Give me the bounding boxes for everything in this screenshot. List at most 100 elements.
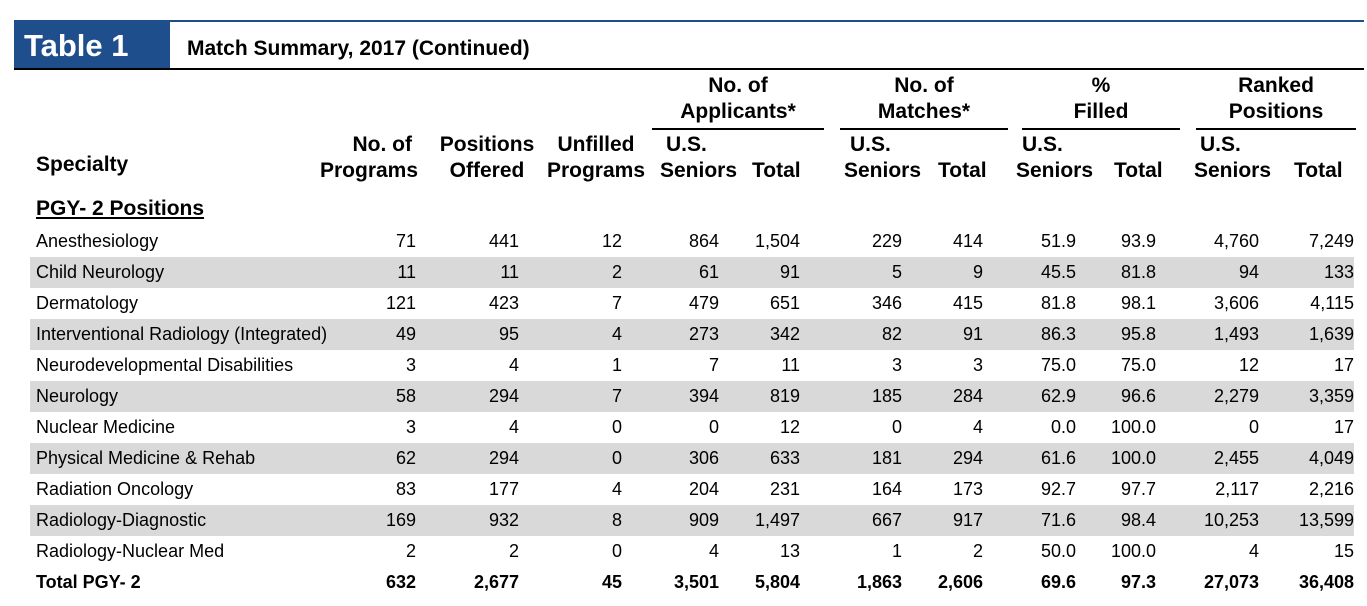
cell-specialty: Nuclear Medicine <box>36 417 176 437</box>
cell-filled-us: 50.0 <box>1040 541 1076 561</box>
cell-ranked-total: 36,408 <box>1259 567 1354 598</box>
cell-filled-us: 0.0 <box>1050 417 1076 437</box>
cell-unfilled: 8 <box>519 505 622 536</box>
cell-matches-us: 82 <box>800 319 902 350</box>
cell-programs: 169 <box>366 505 416 536</box>
header-applicants-seniors: Seniors <box>660 159 738 182</box>
cell-specialty: Child Neurology <box>30 257 366 288</box>
cell-ranked-us: 2,279 <box>1156 381 1259 412</box>
cell-filled-us: 92.7 <box>1040 479 1076 499</box>
cell-ranked-us: 94 <box>1156 257 1259 288</box>
cell-applicants-us: 3,501 <box>622 567 719 598</box>
header-matches-2: Matches* <box>877 100 971 123</box>
cell-applicants-us: 204 <box>688 479 719 499</box>
header-ranked-total: Total <box>1294 159 1343 182</box>
cell-programs: 71 <box>395 231 416 251</box>
cell-ranked-total: 3,359 <box>1259 381 1354 412</box>
header-filled-2: Filled <box>1073 100 1129 123</box>
cell-applicants-total: 342 <box>719 319 800 350</box>
table-title: Match Summary, 2017 (Continued) <box>187 37 530 60</box>
header-programs-1: No. of <box>352 133 412 156</box>
cell-applicants-us: 306 <box>622 443 719 474</box>
cell-ranked-us: 27,073 <box>1156 567 1259 598</box>
cell-matches-us: 3 <box>891 355 902 375</box>
cell-matches-us: 667 <box>800 505 902 536</box>
cell-ranked-total: 4,115 <box>1310 293 1354 313</box>
cell-specialty: Dermatology <box>36 293 139 313</box>
cell-matches-total: 917 <box>902 505 983 536</box>
header-ranked-2: Positions <box>1228 100 1324 123</box>
cell-applicants-total: 5,804 <box>719 567 800 598</box>
cell-specialty: Neurology <box>30 381 366 412</box>
cell-unfilled: 4 <box>519 319 622 350</box>
cell-applicants-us: 7 <box>708 355 719 375</box>
cell-programs: 62 <box>366 443 416 474</box>
cell-matches-total: 414 <box>952 231 983 251</box>
cell-matches-total: 91 <box>902 319 983 350</box>
cell-programs: 83 <box>395 479 416 499</box>
cell-matches-us: 185 <box>800 381 902 412</box>
cell-ranked-total: 2,216 <box>1308 479 1354 499</box>
cell-unfilled: 2 <box>519 257 622 288</box>
cell-programs: 58 <box>366 381 416 412</box>
cell-applicants-us: 864 <box>688 231 719 251</box>
cell-specialty: Anesthesiology <box>36 231 159 251</box>
table-row: Radiology-Diagnostic 169 932 8 909 1,497 667 91… <box>30 505 1354 536</box>
cell-filled-total: 100.0 <box>1110 541 1156 561</box>
cell-matches-total: 4 <box>972 417 983 437</box>
cell-unfilled: 4 <box>611 479 622 499</box>
top-rule <box>14 20 1364 22</box>
cell-filled-us: 71.6 <box>983 505 1076 536</box>
cell-applicants-total: 1,497 <box>719 505 800 536</box>
cell-matches-us: 1,863 <box>800 567 902 598</box>
cell-filled-us: 51.9 <box>1040 231 1076 251</box>
cell-ranked-us: 1,493 <box>1156 319 1259 350</box>
table-row: Neurodevelopmental Disabilities 3 4 1 7 11 3 3 7… <box>30 350 1354 381</box>
cell-filled-total: 100.0 <box>1076 443 1156 474</box>
cell-programs: 49 <box>366 319 416 350</box>
cell-positions: 95 <box>416 319 519 350</box>
cell-unfilled: 0 <box>611 541 622 561</box>
cell-applicants-total: 12 <box>779 417 800 437</box>
cell-matches-us: 346 <box>871 293 902 313</box>
cell-unfilled: 12 <box>601 231 622 251</box>
cell-positions: 177 <box>488 479 519 499</box>
table-row: Radiology-Nuclear Med 2 2 0 4 13 1 2 50.0 100.0 4 1… <box>30 536 1354 567</box>
cell-applicants-us: 273 <box>622 319 719 350</box>
cell-applicants-total: 1,504 <box>754 231 800 251</box>
cell-filled-us: 61.6 <box>983 443 1076 474</box>
cell-filled-total: 95.8 <box>1076 319 1156 350</box>
cell-applicants-total: 633 <box>719 443 800 474</box>
cell-positions: 294 <box>416 443 519 474</box>
cell-applicants-us: 479 <box>688 293 719 313</box>
cell-ranked-total: 4,049 <box>1259 443 1354 474</box>
total-row: Total PGY- 2 632 2,677 45 3,501 5,804 1,863 2,6… <box>30 567 1354 598</box>
cell-positions: 932 <box>416 505 519 536</box>
cell-applicants-us: 0 <box>708 417 719 437</box>
cell-matches-us: 5 <box>800 257 902 288</box>
cell-ranked-total: 133 <box>1259 257 1354 288</box>
cell-unfilled: 45 <box>519 567 622 598</box>
cell-ranked-total: 13,599 <box>1259 505 1354 536</box>
cell-ranked-us: 4 <box>1248 541 1259 561</box>
applicants-rule <box>652 128 824 130</box>
cell-filled-us: 69.6 <box>983 567 1076 598</box>
cell-specialty: Radiation Oncology <box>36 479 194 499</box>
header-ranked-seniors: Seniors <box>1194 159 1272 182</box>
cell-matches-total: 2,606 <box>902 567 983 598</box>
cell-matches-us: 0 <box>891 417 902 437</box>
title-rule <box>14 68 1364 70</box>
cell-positions: 294 <box>416 381 519 412</box>
cell-filled-us: 75.0 <box>1040 355 1076 375</box>
header-applicants-2: Applicants* <box>680 100 796 123</box>
cell-positions: 2,677 <box>416 567 519 598</box>
cell-matches-total: 173 <box>952 479 983 499</box>
table-row: Radiation Oncology 83 177 4 204 231 164 173 92.7… <box>30 474 1354 505</box>
cell-filled-total: 100.0 <box>1110 417 1156 437</box>
header-specialty: Specialty <box>36 153 129 176</box>
cell-filled-total: 81.8 <box>1076 257 1156 288</box>
cell-matches-us: 181 <box>800 443 902 474</box>
table-row: Physical Medicine & Rehab 62 294 0 306 633 181… <box>30 443 1354 474</box>
cell-specialty: Radiology-Diagnostic <box>30 505 366 536</box>
cell-matches-us: 1 <box>891 541 902 561</box>
